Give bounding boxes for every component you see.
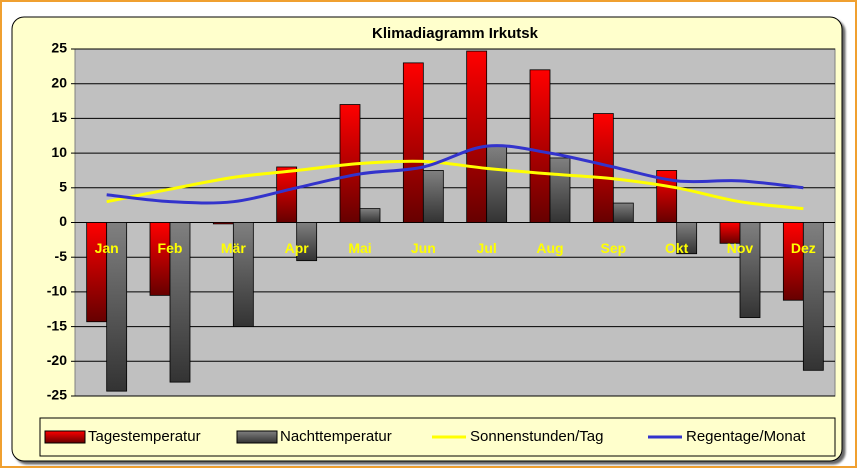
x-tick-label: Nov bbox=[727, 240, 754, 256]
bar bbox=[486, 145, 508, 223]
legend-label: Tagestemperatur bbox=[88, 428, 201, 445]
y-tick-label: 10 bbox=[51, 144, 67, 160]
legend-label: Sonnenstunden/Tag bbox=[470, 428, 603, 445]
legend-label: Regentage/Monat bbox=[686, 428, 806, 445]
y-tick-label: 15 bbox=[51, 109, 67, 125]
bar bbox=[359, 208, 381, 223]
bar bbox=[212, 222, 234, 225]
x-tick-label: Jun bbox=[411, 240, 436, 256]
x-tick-label: Okt bbox=[665, 240, 689, 256]
bar bbox=[802, 222, 824, 371]
x-tick-label: Apr bbox=[285, 240, 310, 256]
bar bbox=[276, 166, 298, 223]
x-tick-label: Sep bbox=[600, 240, 626, 256]
y-tick-label: -20 bbox=[47, 352, 67, 368]
bar bbox=[466, 50, 488, 223]
legend-swatch bbox=[44, 430, 86, 444]
bar bbox=[529, 69, 551, 223]
bar bbox=[782, 222, 804, 301]
chart-title: Klimadiagramm Irkutsk bbox=[372, 25, 539, 42]
y-tick-label: -15 bbox=[47, 317, 67, 333]
y-tick-label: -10 bbox=[47, 283, 67, 299]
x-tick-label: Mär bbox=[221, 240, 246, 256]
bar bbox=[86, 222, 108, 323]
bar bbox=[612, 202, 634, 223]
x-tick-label: Dez bbox=[791, 240, 816, 256]
x-tick-label: Mai bbox=[348, 240, 371, 256]
bar bbox=[149, 222, 171, 296]
line bbox=[106, 144, 804, 205]
y-tick-label: 20 bbox=[51, 74, 67, 90]
y-tick-label: 5 bbox=[59, 179, 67, 195]
x-tick-label: Jan bbox=[95, 240, 119, 256]
y-tick-label: 25 bbox=[51, 40, 67, 56]
bar bbox=[106, 222, 128, 392]
line bbox=[106, 159, 804, 211]
bar bbox=[232, 222, 254, 327]
bar bbox=[422, 170, 444, 223]
bar bbox=[656, 170, 678, 223]
y-tick-label: 0 bbox=[59, 213, 67, 229]
bar bbox=[402, 62, 424, 223]
y-tick-label: -5 bbox=[55, 248, 68, 264]
bar bbox=[296, 222, 318, 262]
x-tick-label: Aug bbox=[536, 240, 563, 256]
bar bbox=[592, 113, 614, 223]
legend-label: Nachttemperatur bbox=[280, 428, 392, 445]
x-tick-label: Feb bbox=[158, 240, 183, 256]
bar bbox=[739, 222, 761, 318]
y-tick-label: -25 bbox=[47, 387, 67, 403]
bar bbox=[169, 222, 191, 383]
x-tick-label: Jul bbox=[477, 240, 497, 256]
bar bbox=[549, 157, 571, 223]
legend-swatch bbox=[236, 430, 278, 444]
bar bbox=[676, 222, 698, 255]
